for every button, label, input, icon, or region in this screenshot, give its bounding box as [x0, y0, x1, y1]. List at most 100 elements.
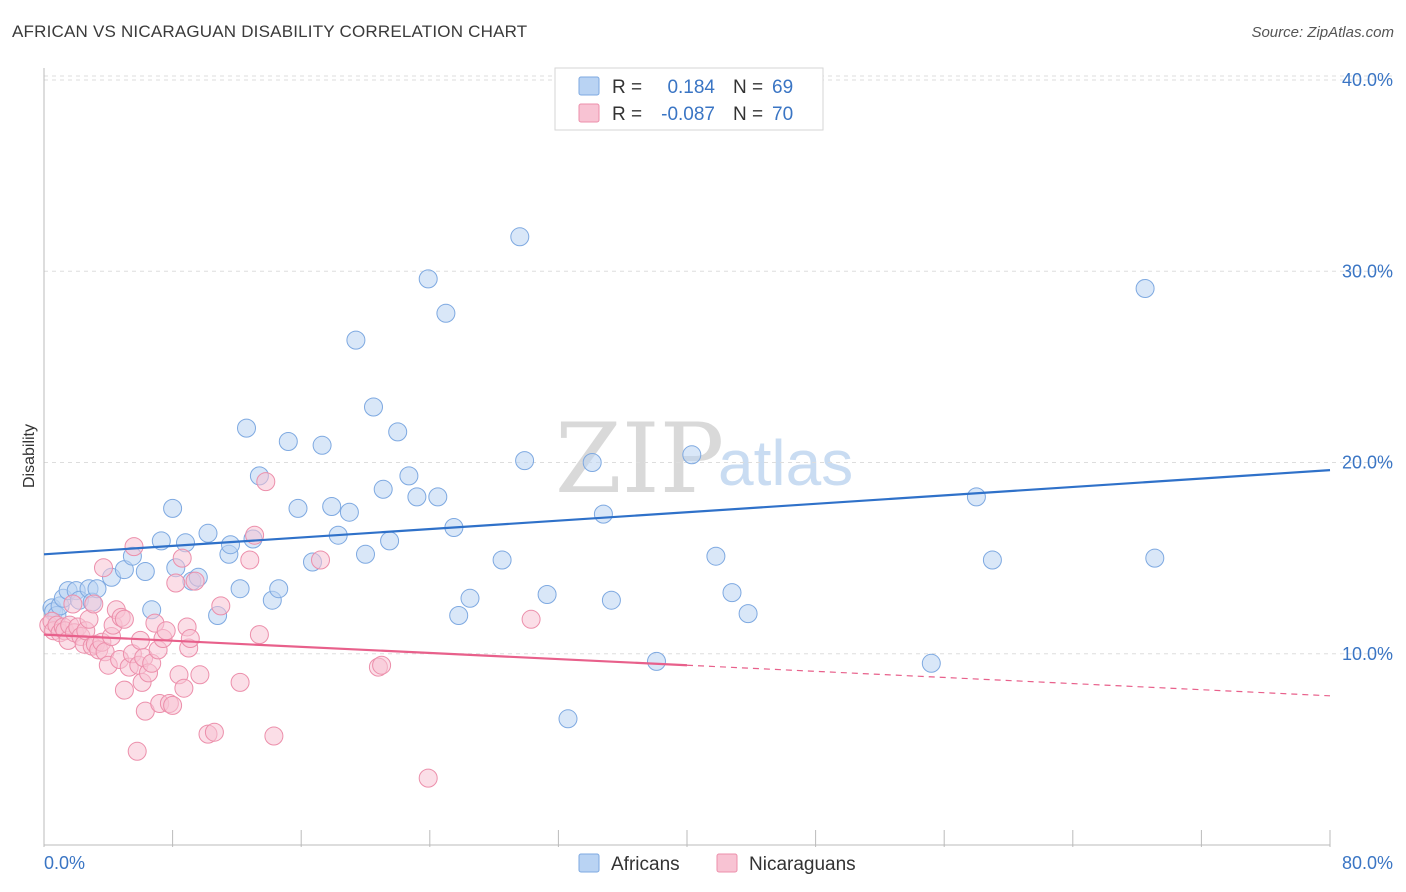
nicaraguan-point — [166, 573, 186, 593]
source-label: Source: ZipAtlas.com — [1251, 24, 1394, 41]
african-point — [288, 498, 308, 518]
african-point — [449, 606, 469, 625]
nicaraguan-point — [180, 629, 200, 648]
axes — [43, 68, 1331, 847]
african-point — [388, 422, 408, 442]
n-value-africans: 69 — [772, 77, 793, 98]
african-point — [921, 653, 941, 673]
african-point — [135, 562, 155, 581]
nicaraguan-point — [311, 550, 330, 570]
african-point — [738, 604, 758, 624]
r-label-africans: R = — [612, 77, 642, 98]
african-point — [492, 550, 512, 570]
african-point — [278, 432, 298, 451]
stats-legend-frame — [554, 67, 824, 131]
nicaraguan-point — [418, 768, 438, 788]
nicaraguan-point — [211, 596, 231, 616]
nicaraguan-point — [240, 550, 260, 570]
african-point — [966, 487, 986, 507]
african-point — [582, 453, 602, 472]
n-label-africans: N = — [733, 77, 763, 98]
y-tick-label: 10.0% — [1342, 644, 1393, 664]
african-point — [722, 583, 742, 603]
chart-title: AFRICAN VS NICARAGUAN DISABILITY CORRELA… — [12, 22, 528, 41]
african-point — [198, 523, 218, 543]
nicaraguan-point — [372, 655, 392, 675]
nicaraguan-point — [63, 594, 83, 614]
african-point — [399, 466, 419, 486]
stats-legend: R = 0.184 N = 69 R = -0.087 N = 70 — [554, 67, 824, 131]
african-point — [339, 502, 359, 522]
african-point — [515, 451, 535, 471]
african-point — [436, 303, 456, 323]
african-point — [87, 579, 107, 599]
african-point — [682, 445, 702, 465]
r-value-nicaraguans: -0.087 — [661, 104, 715, 125]
y-tick-label: 20.0% — [1342, 453, 1393, 473]
n-value-nicaraguans: 70 — [772, 104, 793, 125]
nicaraguan-point — [163, 695, 183, 715]
n-label-nicaraguans: N = — [733, 104, 763, 125]
african-point — [418, 269, 438, 289]
african-point — [356, 544, 375, 564]
african-point — [364, 397, 383, 417]
african-point — [237, 418, 256, 438]
african-point — [346, 330, 366, 350]
tick-labels: 10.0% 20.0% 30.0% 40.0% 0.0% 80.0% — [44, 70, 1393, 873]
legend-nicaraguans-swatch — [716, 853, 738, 873]
trend-lines — [43, 469, 1331, 697]
african-point — [601, 590, 621, 610]
r-value-africans: 0.184 — [667, 77, 715, 98]
x-tick-label-start: 0.0% — [44, 853, 85, 873]
african-point — [428, 487, 448, 507]
nicaraguan-point — [124, 537, 144, 557]
african-point — [269, 579, 289, 599]
african-point — [230, 579, 250, 599]
nicaraguan-point — [94, 558, 113, 578]
nicaraguan-point — [204, 722, 224, 742]
data-points — [39, 227, 1165, 788]
african-point — [593, 504, 613, 524]
african-point — [221, 535, 240, 555]
nicaraguan-point — [127, 741, 147, 761]
y-tick-label: 40.0% — [1342, 70, 1393, 90]
legend-africans-swatch — [578, 853, 600, 873]
nicaraguan-point — [114, 609, 134, 629]
y-axis-title: Disability — [21, 424, 38, 488]
nicaraguan-point — [249, 625, 269, 645]
nicaraguans-trend-line — [43, 633, 688, 667]
x-tick-label-end: 80.0% — [1342, 853, 1393, 873]
watermark-atlas: atlas — [718, 427, 853, 499]
nicaraguan-point — [230, 672, 250, 692]
african-point — [312, 435, 332, 455]
african-point — [510, 227, 530, 247]
african-point — [558, 709, 578, 729]
nicaraguans-swatch — [578, 103, 600, 123]
legend-nicaraguans-label: Nicaraguans — [749, 854, 856, 875]
african-point — [1145, 548, 1165, 568]
nicaraguans-trend-extension — [686, 664, 1331, 697]
nicaraguan-point — [190, 665, 210, 685]
bottom-legend: Africans Nicaraguans — [578, 853, 856, 875]
african-point — [407, 487, 427, 507]
nicaraguan-point — [256, 472, 276, 492]
african-point — [373, 479, 393, 499]
series-nicaraguans — [39, 472, 541, 788]
african-point — [647, 651, 666, 671]
african-point — [537, 585, 557, 604]
legend-africans-label: Africans — [611, 854, 680, 875]
nicaraguan-point — [174, 678, 194, 698]
africans-swatch — [578, 76, 600, 96]
nicaraguan-point — [264, 726, 284, 746]
africans-trend-line — [43, 469, 1331, 556]
nicaraguan-point — [84, 594, 104, 614]
nicaraguan-point — [156, 621, 176, 641]
nicaraguan-point — [172, 548, 192, 568]
african-point — [1135, 279, 1155, 298]
nicaraguan-point — [114, 680, 134, 700]
nicaraguan-point — [521, 609, 541, 629]
african-point — [982, 550, 1002, 570]
r-label-nicaraguans: R = — [612, 104, 642, 125]
african-point — [322, 497, 342, 516]
